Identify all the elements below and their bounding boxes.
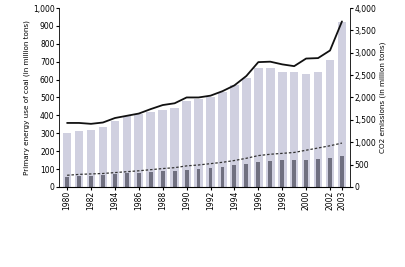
Bar — [338, 22, 346, 187]
Bar — [218, 92, 227, 187]
Bar — [242, 78, 251, 187]
Bar — [194, 99, 203, 187]
Bar — [220, 167, 224, 187]
Bar — [149, 172, 153, 187]
Bar — [244, 164, 248, 187]
Bar — [304, 160, 308, 187]
Bar — [77, 176, 81, 187]
Bar — [123, 116, 131, 187]
Y-axis label: Primary energy use of coal (in million tons): Primary energy use of coal (in million t… — [23, 20, 30, 175]
Bar — [209, 168, 213, 187]
Bar — [316, 159, 320, 187]
Bar — [326, 60, 334, 187]
Bar — [254, 68, 262, 187]
Bar — [101, 175, 105, 187]
Bar — [278, 72, 286, 187]
Bar — [196, 169, 200, 187]
Bar — [65, 177, 69, 187]
Bar — [171, 108, 179, 187]
Bar — [230, 85, 239, 187]
Bar — [256, 162, 260, 187]
Bar — [269, 161, 272, 187]
Bar — [185, 170, 189, 187]
Bar — [290, 72, 298, 187]
Bar — [314, 72, 322, 187]
Bar — [137, 172, 141, 187]
Bar — [206, 97, 215, 187]
Bar — [87, 130, 95, 187]
Bar — [173, 171, 177, 187]
Bar — [134, 115, 143, 187]
Bar — [302, 74, 310, 187]
Bar — [158, 110, 167, 187]
Bar — [111, 121, 119, 187]
Bar — [63, 133, 71, 187]
Bar — [161, 171, 165, 187]
Bar — [292, 160, 296, 187]
Bar — [99, 127, 107, 187]
Bar — [75, 131, 83, 187]
Bar — [232, 166, 237, 187]
Bar — [340, 156, 344, 187]
Y-axis label: CO2 emissions (in million tons): CO2 emissions (in million tons) — [379, 42, 386, 153]
Bar — [147, 112, 155, 187]
Bar — [280, 160, 284, 187]
Bar — [328, 158, 332, 187]
Bar — [113, 174, 117, 187]
Bar — [182, 101, 191, 187]
Bar — [89, 176, 93, 187]
Bar — [125, 174, 129, 187]
Bar — [266, 68, 275, 187]
